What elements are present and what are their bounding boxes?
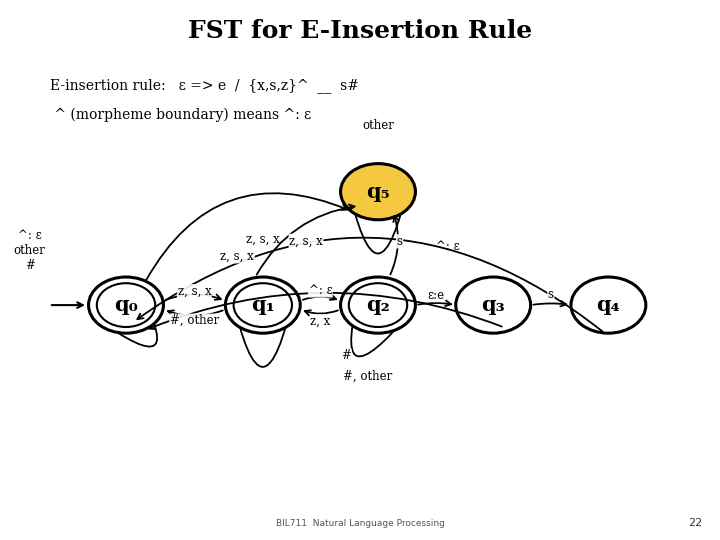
Text: ^ (morpheme boundary) means ^: ε: ^ (morpheme boundary) means ^: ε: [50, 108, 312, 123]
Text: z, s, x: z, s, x: [289, 234, 323, 247]
Text: #, other: #, other: [343, 370, 392, 383]
FancyArrowPatch shape: [94, 280, 157, 347]
Circle shape: [341, 164, 415, 220]
FancyArrowPatch shape: [230, 293, 294, 367]
Text: q₃: q₃: [482, 295, 505, 315]
Text: s: s: [548, 288, 554, 301]
Circle shape: [571, 277, 646, 333]
Text: q₅: q₅: [366, 181, 390, 202]
Text: 22: 22: [688, 518, 702, 528]
Circle shape: [225, 277, 300, 333]
Text: ^: ε: ^: ε: [436, 240, 460, 253]
Circle shape: [341, 277, 415, 333]
Text: q₂: q₂: [366, 295, 390, 315]
Text: q₁: q₁: [251, 295, 275, 315]
Text: BIL711  Natural Language Processing: BIL711 Natural Language Processing: [276, 519, 444, 528]
Text: z, s, x: z, s, x: [178, 285, 211, 298]
Text: FST for E-Insertion Rule: FST for E-Insertion Rule: [188, 19, 532, 43]
Text: ^: ε
other
#: ^: ε other #: [14, 229, 45, 272]
Text: q₄: q₄: [597, 295, 620, 315]
Text: z, s, x: z, s, x: [220, 250, 254, 263]
Text: ^: ε: ^: ε: [309, 284, 332, 297]
Text: #, other: #, other: [170, 314, 219, 327]
Text: E-insertion rule:   ε => e  /  {x,s,z}^  __  s#: E-insertion rule: ε => e / {x,s,z}^ __ s…: [50, 78, 359, 93]
Text: other: other: [362, 119, 394, 132]
Circle shape: [456, 277, 531, 333]
FancyArrowPatch shape: [346, 179, 409, 253]
Text: z, x: z, x: [310, 315, 330, 328]
FancyArrowPatch shape: [351, 284, 413, 356]
Text: s: s: [397, 235, 402, 248]
Text: q₀: q₀: [114, 295, 138, 315]
Text: #: #: [341, 349, 351, 362]
Text: z, s, x: z, s, x: [246, 233, 279, 246]
Circle shape: [89, 277, 163, 333]
Text: ε:e: ε:e: [427, 288, 444, 301]
